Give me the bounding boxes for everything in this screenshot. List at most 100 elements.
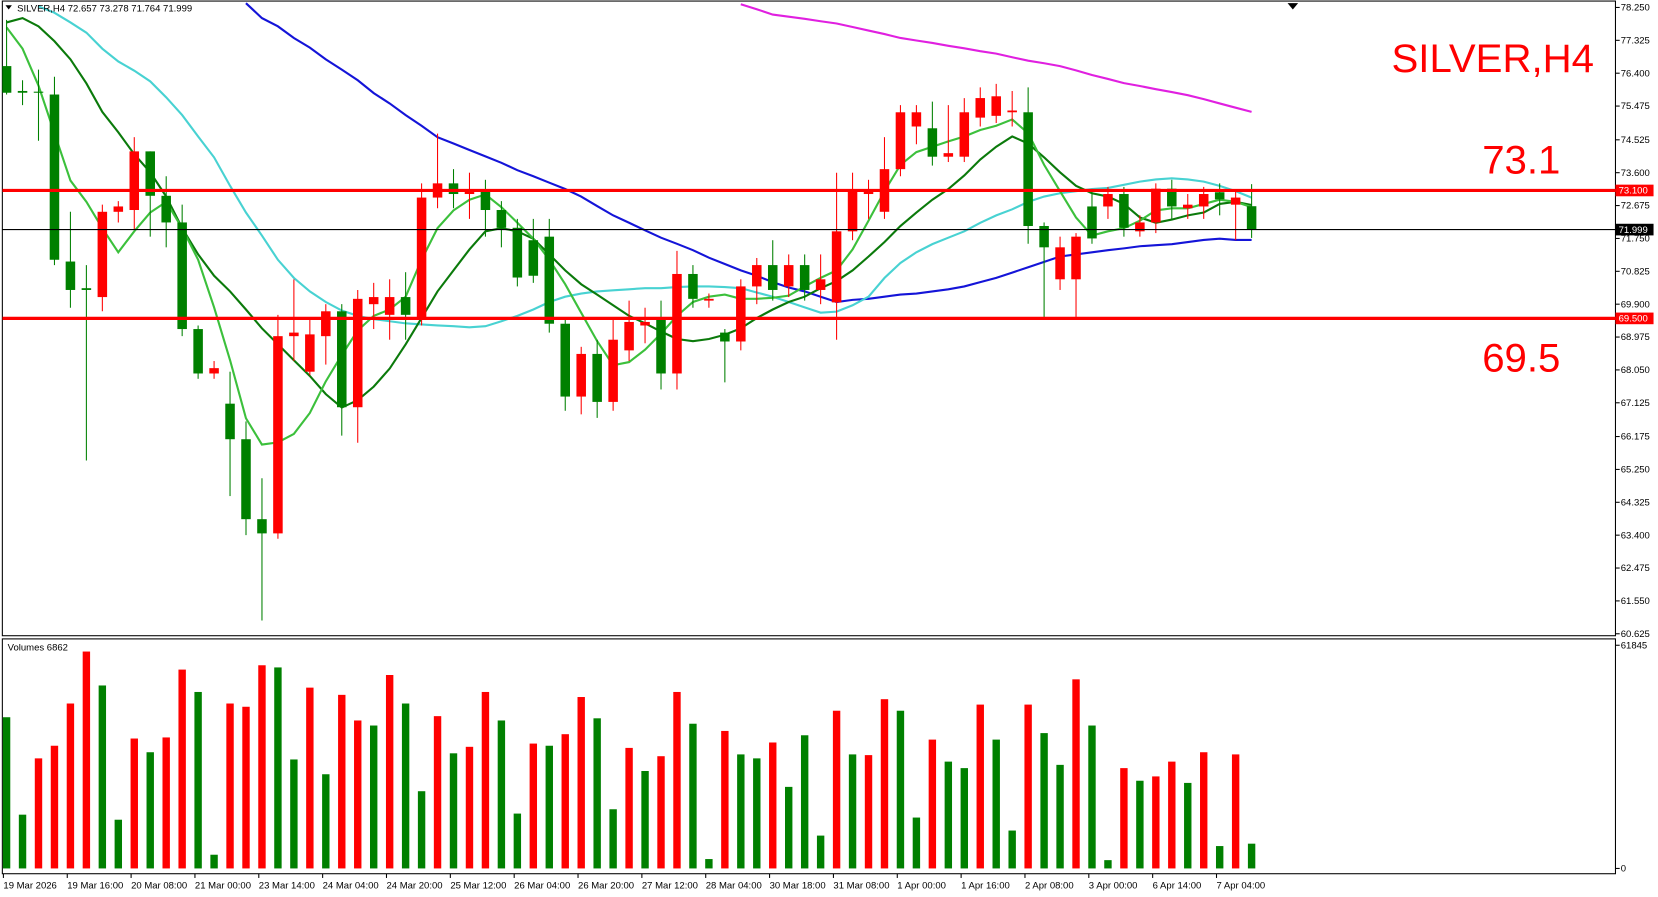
volume-bar [513,813,522,869]
volume-bar [769,742,777,869]
level-box-label: 69.500 [1619,314,1648,325]
candle-body [847,190,858,232]
volume-bar [1247,843,1256,869]
menu-arrow[interactable] [5,5,12,10]
candle-body [1119,194,1129,228]
y-tick-label: 62.475 [1621,563,1650,574]
candle-body [783,265,794,287]
volume-last: 6862 [47,643,68,654]
candle-body [672,273,682,374]
volume-bar [864,755,873,869]
candle-body [241,439,251,520]
volume-tick-label: 61845 [1621,640,1647,651]
volume-bar [800,735,809,869]
shift-marker[interactable] [1287,3,1299,10]
volume-bar [657,756,665,869]
candle-body [97,211,108,298]
volume-bar [146,752,154,869]
volume-bar [705,859,713,869]
x-tick-label: 26 Mar 20:00 [578,881,634,892]
candle-body [1151,188,1161,223]
candle-body [129,151,140,211]
volume-bar [290,759,298,869]
candle-body [337,311,347,408]
volume-bar [385,675,394,869]
last-price-label: 71.999 [1619,225,1648,236]
candle-body [352,298,363,408]
candle-body [815,279,826,290]
candle-body [1182,204,1193,209]
y-tick-label: 61.550 [1621,596,1650,607]
y-tick-label: 70.825 [1621,266,1650,277]
candle-body [321,311,331,337]
volume-bar [641,770,649,869]
candle-body [736,286,746,342]
volume-bar [194,691,202,869]
volume-bar [785,786,793,869]
volume-bar [1168,761,1176,869]
y-tick-label: 67.125 [1621,398,1650,409]
volume-bar [896,710,905,869]
volume-bar [274,667,282,869]
candle-body [592,353,602,402]
x-tick-label: 24 Mar 04:00 [323,881,379,892]
volume-bar [481,691,490,869]
candle-body [560,323,571,397]
volume-bar [66,703,75,869]
candle-body [480,190,491,211]
candle-body [33,91,44,93]
level-box-label: 73.100 [1619,186,1648,197]
candle-body [943,153,954,157]
volume-bar [162,737,170,869]
y-tick-label: 71.750 [1621,234,1650,245]
candle-body [991,96,1001,116]
candle-body [289,332,299,337]
candle-body [448,183,459,195]
volume-bar [1008,830,1016,869]
candle-body [831,231,842,303]
volume-bar [944,761,953,869]
y-tick-label: 72.675 [1621,201,1650,212]
y-tick-label: 73.600 [1621,168,1650,179]
candle-body [528,240,539,276]
volume-bar [1088,725,1096,869]
volume-bar [912,817,921,869]
candle-body [1214,192,1225,200]
candle-body [752,265,762,287]
volume-bar [226,703,234,869]
candle-body [959,112,970,157]
candle-body [464,190,475,195]
y-tick-label: 65.250 [1621,465,1650,476]
candle-body [65,261,76,290]
moving-average-line [38,5,1252,329]
volume-bar [114,819,123,869]
volume-bar [401,703,410,869]
candle-body [608,339,618,402]
volume-bar [1231,754,1240,869]
x-tick-label: 2 Apr 08:00 [1025,881,1074,892]
candle-body [49,94,60,260]
candle-body [305,334,315,372]
volume-bar [465,746,474,869]
candle-body [1230,197,1241,205]
volume-bar [369,725,378,869]
x-tick-label: 19 Mar 16:00 [67,881,123,892]
volume-bar [1215,846,1224,869]
candle-body [720,332,730,342]
volume-bar [609,809,617,869]
y-tick-label: 68.050 [1621,365,1650,376]
candle-body [209,368,219,374]
candle-body [863,190,874,195]
candle-body [1039,225,1049,248]
level-label: 73.1 [1482,138,1560,183]
volume-bar [1040,733,1048,869]
volume-bar [816,835,825,869]
x-tick-label: 3 Apr 00:00 [1089,881,1138,892]
volume-bar [529,743,538,869]
candle-body [1198,194,1209,207]
volume-bar [545,745,553,869]
x-tick-label: 20 Mar 08:00 [131,881,187,892]
candle-body [704,298,714,301]
